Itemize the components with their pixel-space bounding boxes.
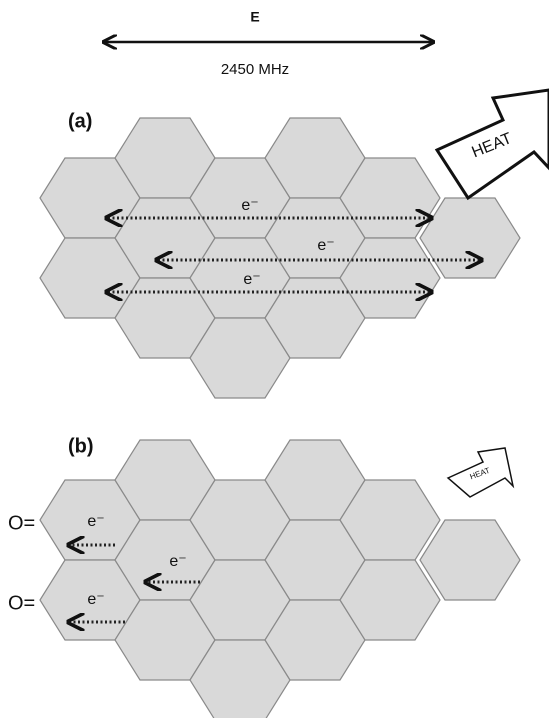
electron-label: e⁻ bbox=[87, 591, 104, 608]
group-label: O= bbox=[8, 592, 35, 614]
hexagon bbox=[420, 198, 520, 278]
panel-label: (b) bbox=[68, 435, 94, 457]
panel-label: (a) bbox=[68, 110, 92, 132]
electron-label: e⁻ bbox=[241, 197, 258, 214]
electron-label: e⁻ bbox=[317, 237, 334, 254]
frequency-label: 2450 MHz bbox=[221, 61, 289, 78]
electron-label: e⁻ bbox=[87, 513, 104, 530]
electron-label: e⁻ bbox=[169, 553, 186, 570]
hexagon-lattice bbox=[40, 118, 520, 718]
diagram: E 2450 MHz (a) HEAT e⁻ e⁻ e⁻ (b) HEAT e⁻… bbox=[0, 0, 549, 718]
electron-label: e⁻ bbox=[243, 271, 260, 288]
field-label: E bbox=[250, 9, 259, 25]
hexagon bbox=[420, 520, 520, 600]
group-label: O= bbox=[8, 512, 35, 534]
